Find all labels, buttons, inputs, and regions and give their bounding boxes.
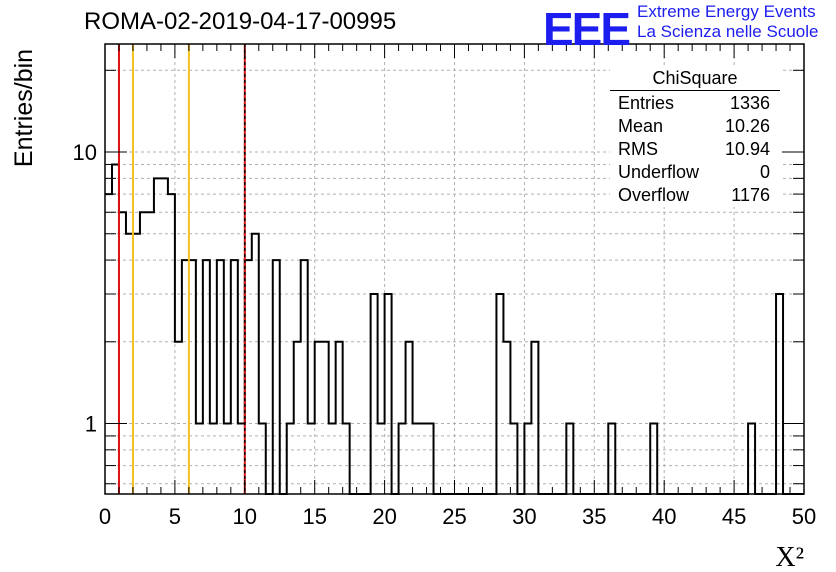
x-tick-label: 45 xyxy=(722,504,746,529)
y-axis-label: Entries/bin xyxy=(10,49,38,167)
histogram-bin xyxy=(168,194,175,494)
stats-row-underflow: Underflow 0 xyxy=(610,161,780,184)
histogram-bin xyxy=(189,260,196,494)
logo-subtitle-2: La Scienza nelle Scuole xyxy=(637,22,819,41)
stats-box: ChiSquare Entries 1336 Mean 10.26 RMS 10… xyxy=(610,66,780,207)
x-tick-label: 10 xyxy=(233,504,257,529)
histogram-bin xyxy=(126,234,133,494)
histogram-series xyxy=(105,163,804,495)
histogram-bin xyxy=(315,342,322,494)
stats-row-overflow: Overflow 1176 xyxy=(610,184,780,207)
stats-title: ChiSquare xyxy=(652,68,738,88)
stats-label: Mean xyxy=(618,116,664,136)
stats-label: Underflow xyxy=(618,162,700,182)
stats-label: Overflow xyxy=(618,185,690,205)
histogram-step-line xyxy=(105,163,804,495)
histogram-bin xyxy=(119,212,126,494)
x-tick-label: 15 xyxy=(302,504,326,529)
histogram-bin xyxy=(154,178,161,494)
histogram-bin xyxy=(175,342,182,494)
x-tick-label: 50 xyxy=(792,504,816,529)
stats-value: 1176 xyxy=(731,185,770,205)
histogram-bin xyxy=(133,234,140,494)
histogram-bin xyxy=(140,212,147,494)
histogram-bin xyxy=(273,260,280,494)
histogram-bin xyxy=(245,260,252,494)
x-tick-label: 20 xyxy=(372,504,396,529)
histogram-bin xyxy=(294,342,301,494)
stats-title-rule xyxy=(610,90,780,91)
stats-label: RMS xyxy=(618,139,658,159)
histogram-bin xyxy=(182,260,189,494)
x-tick-label: 25 xyxy=(442,504,466,529)
x-tick-label: 30 xyxy=(512,504,536,529)
histogram-bin xyxy=(385,294,392,494)
histogram-bin xyxy=(322,342,329,494)
x-tick-label: 0 xyxy=(99,504,111,529)
histogram-bin xyxy=(147,212,154,494)
histogram-bin xyxy=(105,194,112,494)
stats-row-rms: RMS 10.94 xyxy=(610,138,780,161)
tick-labels: 0 5 10 15 20 25 30 35 40 45 50 1 10 xyxy=(73,140,817,529)
x-tick-label: 5 xyxy=(169,504,181,529)
histogram-bin xyxy=(371,294,378,494)
y-tick-label: 1 xyxy=(85,412,97,437)
y-tick-label: 10 xyxy=(73,140,97,165)
x-axis-label: X² xyxy=(775,542,804,572)
stats-value: 10.26 xyxy=(724,116,770,136)
stats-value: 1336 xyxy=(729,93,770,113)
histogram-bin xyxy=(776,294,783,494)
histogram-bin xyxy=(336,342,343,494)
x-tick-label: 40 xyxy=(652,504,676,529)
histogram-bin xyxy=(252,234,259,494)
logo-subtitle-1: Extreme Energy Events xyxy=(637,2,816,21)
axis-ticks xyxy=(104,44,805,494)
histogram-bin xyxy=(531,342,538,494)
histogram-bin xyxy=(112,164,119,494)
histogram-bin xyxy=(406,342,413,494)
histogram-bin xyxy=(301,260,308,494)
histogram-bin xyxy=(217,260,224,494)
run-title: ROMA-02-2019-04-17-00995 xyxy=(84,8,397,35)
eee-logo: EEE xyxy=(543,3,631,55)
threshold-lines xyxy=(117,44,246,494)
histogram-bin xyxy=(503,342,510,494)
histogram-bin xyxy=(231,260,238,494)
stats-value: 10.94 xyxy=(724,139,770,159)
stats-row-entries: Entries 1336 xyxy=(610,92,780,115)
stats-value: 0 xyxy=(759,162,770,182)
stats-label: Entries xyxy=(618,93,675,113)
histogram-bin xyxy=(496,294,503,494)
histogram-bin xyxy=(203,260,210,494)
histogram-bin xyxy=(161,178,168,494)
x-tick-label: 35 xyxy=(582,504,606,529)
stats-row-mean: Mean 10.26 xyxy=(610,115,780,138)
